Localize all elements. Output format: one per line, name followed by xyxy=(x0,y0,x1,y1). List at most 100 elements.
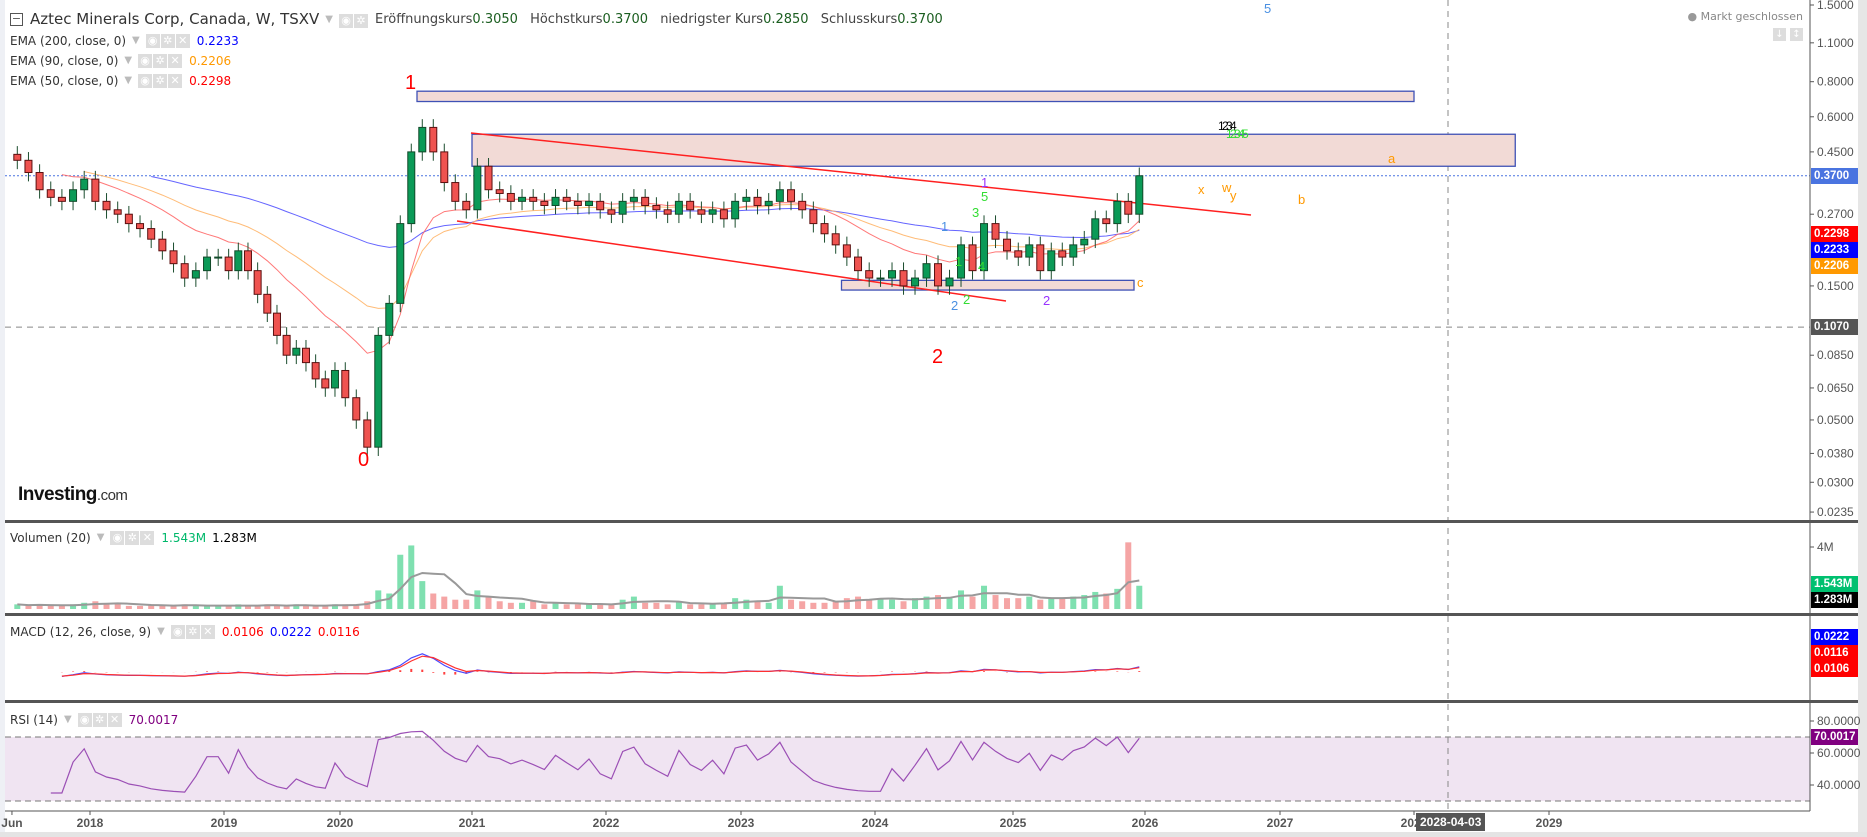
candle-up xyxy=(1113,200,1122,225)
wave-label-b[interactable]: b xyxy=(1298,192,1306,207)
logo-brand: Investing xyxy=(18,484,97,505)
wave-label-green-2[interactable]: 2 xyxy=(963,292,971,307)
wave-label-green-1[interactable]: 1 xyxy=(955,254,963,269)
gear-icon[interactable]: ✲ xyxy=(92,713,107,727)
gear-icon[interactable]: ✲ xyxy=(160,34,175,48)
close-icon[interactable]: ✕ xyxy=(175,34,190,48)
volume-bar xyxy=(302,605,309,609)
wave-label-purple-1[interactable]: 1 xyxy=(981,175,989,190)
volume-bar xyxy=(463,599,470,609)
close-icon[interactable]: ✕ xyxy=(168,54,183,68)
arrow-down-icon[interactable]: ↓ xyxy=(1773,28,1786,41)
volume-label[interactable]: Volumen (20) xyxy=(10,530,91,545)
wave-label-green-5[interactable]: 5 xyxy=(981,189,989,204)
investing-logo: Investing.com xyxy=(18,484,128,506)
gear-icon[interactable]: ✲ xyxy=(125,531,140,545)
candle-down xyxy=(820,223,829,235)
gear-icon[interactable]: ✲ xyxy=(153,74,168,88)
candle-down xyxy=(495,189,504,194)
wave-label-green-4[interactable]: 4 xyxy=(978,259,986,274)
chevron-down-icon[interactable]: ▼ xyxy=(124,75,133,86)
chevron-down-icon[interactable]: ▼ xyxy=(96,532,105,543)
volume-bar xyxy=(900,601,907,609)
wave-label-1[interactable]: 1 xyxy=(405,72,417,94)
volume-bar xyxy=(148,604,155,609)
time-tick-label: 2029 xyxy=(1536,816,1563,830)
candle-down xyxy=(169,250,178,265)
candle-down xyxy=(641,196,650,206)
eye-icon[interactable]: ◉ xyxy=(77,713,92,727)
wave-seq-black[interactable]: 1 2 3 4 xyxy=(1218,119,1237,133)
chevron-down-icon[interactable]: ▼ xyxy=(157,626,165,637)
bottom-scrollbar[interactable] xyxy=(0,832,1867,837)
eye-icon[interactable]: ◉ xyxy=(170,625,185,639)
wave-seq-green[interactable]: 1 2 3 4 5 xyxy=(1226,127,1249,141)
close-icon[interactable]: ✕ xyxy=(168,74,183,88)
volume-bar xyxy=(386,593,393,609)
chevron-down-icon[interactable]: ▼ xyxy=(325,13,333,25)
close-icon[interactable]: ✕ xyxy=(200,625,215,639)
volume-ma-value: 1.283M xyxy=(212,530,257,545)
wave-label-blue-1[interactable]: 1 xyxy=(941,219,949,234)
volume-bar xyxy=(244,605,251,609)
macd-hist-value: 0.0106 xyxy=(221,624,264,639)
volume-bar xyxy=(441,596,448,609)
ema50-label[interactable]: EMA (50, close, 0) xyxy=(10,73,119,88)
wave-label-w[interactable]: w xyxy=(1222,180,1232,195)
close-icon[interactable]: ✕ xyxy=(107,713,122,727)
collapse-icon[interactable]: − xyxy=(10,11,23,26)
price-tick-label: 0.0850 xyxy=(1817,348,1854,362)
status-dot-icon: ● xyxy=(1687,10,1698,23)
candle-down xyxy=(854,256,863,272)
volume-bar xyxy=(675,601,682,609)
chevron-down-icon[interactable]: ▼ xyxy=(63,714,72,725)
chevron-down-icon[interactable]: ▼ xyxy=(124,55,133,66)
volume-bar xyxy=(92,601,99,609)
volume-bar xyxy=(342,604,349,609)
wave-label-x[interactable]: x xyxy=(1198,182,1205,197)
wave-label-2[interactable]: 2 xyxy=(932,346,944,368)
rsi-label[interactable]: RSI (14) xyxy=(10,712,58,727)
rsi-tick-label: 80.0000 xyxy=(1817,714,1861,728)
signal-badge: 0.0116 xyxy=(1811,645,1858,661)
candle-down xyxy=(102,200,111,211)
eye-icon[interactable]: ◉ xyxy=(339,14,353,28)
volume-bar xyxy=(283,605,290,609)
gear-icon[interactable]: ✲ xyxy=(153,54,168,68)
wave-label-c[interactable]: c xyxy=(1137,275,1144,290)
wave-label-y[interactable]: y xyxy=(1230,188,1237,203)
volume-bar xyxy=(1081,595,1088,609)
chevron-down-icon[interactable]: ▼ xyxy=(132,35,140,46)
zones[interactable] xyxy=(416,90,1516,291)
eye-icon[interactable]: ◉ xyxy=(138,54,153,68)
eye-icon[interactable]: ◉ xyxy=(138,74,153,88)
wave-label-blue-2[interactable]: 2 xyxy=(951,298,959,313)
ema200-label[interactable]: EMA (200, close, 0) xyxy=(10,33,127,48)
candle-down xyxy=(562,196,571,202)
rsi-badge: 70.0017 xyxy=(1811,729,1858,745)
price-tick-label: 0.1500 xyxy=(1817,279,1854,293)
ema90-label[interactable]: EMA (90, close, 0) xyxy=(10,53,119,68)
symbol-title[interactable]: Aztec Minerals Corp, Canada, W, TSXV xyxy=(30,10,320,28)
wave-label-green-3[interactable]: 3 xyxy=(972,205,980,220)
time-tick-label: 2024 xyxy=(862,816,889,830)
wave-label-0[interactable]: 0 xyxy=(358,449,370,471)
right-scrollbar[interactable] xyxy=(1858,0,1867,837)
close-icon[interactable]: ✕ xyxy=(140,531,155,545)
eye-icon[interactable]: ◉ xyxy=(110,531,125,545)
gear-icon[interactable]: ✲ xyxy=(185,625,200,639)
arrows-vertical-icon[interactable]: ↕ xyxy=(1790,28,1803,41)
wave-label-a[interactable]: a xyxy=(1388,151,1396,166)
pane-separators[interactable] xyxy=(5,0,1858,812)
candle-down xyxy=(272,312,281,336)
gear-icon[interactable]: ✲ xyxy=(354,14,368,28)
volume-bar xyxy=(687,604,694,609)
wave-label-blue-5[interactable]: 5 xyxy=(1264,1,1272,16)
macd-legend: MACD (12, 26, close, 9) ▼ ◉ ✲ ✕ 0.0106 0.02… xyxy=(10,624,360,639)
eye-icon[interactable]: ◉ xyxy=(145,34,160,48)
candle-up xyxy=(945,277,954,287)
candle-up xyxy=(911,277,920,287)
macd-label[interactable]: MACD (12, 26, close, 9) xyxy=(10,624,152,639)
wave-label-purple-2[interactable]: 2 xyxy=(1043,293,1051,308)
